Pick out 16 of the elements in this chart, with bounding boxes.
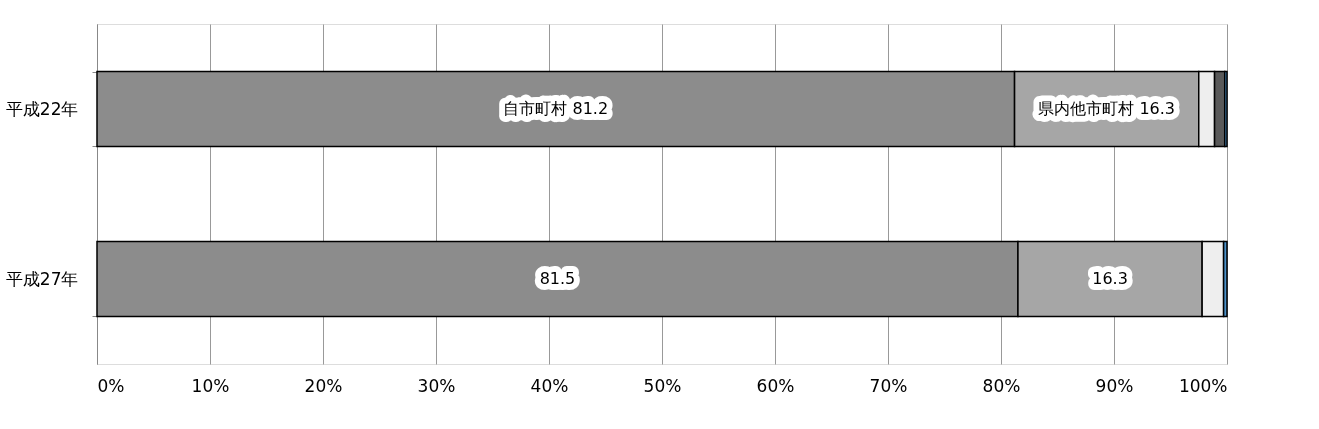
x-tick-label: 50% xyxy=(643,375,682,396)
x-tick-label: 30% xyxy=(417,375,456,396)
data-label: 16.3 xyxy=(1092,269,1128,288)
text: 県内他市町村 16.3 xyxy=(1038,99,1176,118)
x-tick-label: 70% xyxy=(869,375,908,396)
x-tick-label: 100% xyxy=(1178,375,1228,396)
x-tick-label: 90% xyxy=(1095,375,1134,396)
data-label: 81.5 xyxy=(539,269,576,288)
x-tick-label: 20% xyxy=(304,375,343,396)
x-tick-label: 40% xyxy=(530,375,569,396)
y-tick-label: 平成22年 xyxy=(5,98,79,119)
x-tick-label: 60% xyxy=(756,375,795,396)
x-tick-label: 10% xyxy=(191,375,230,396)
x-tick-label: 0% xyxy=(97,375,125,396)
x-tick-label: 80% xyxy=(982,375,1021,396)
y-tick-label: 平成27年 xyxy=(5,268,79,289)
